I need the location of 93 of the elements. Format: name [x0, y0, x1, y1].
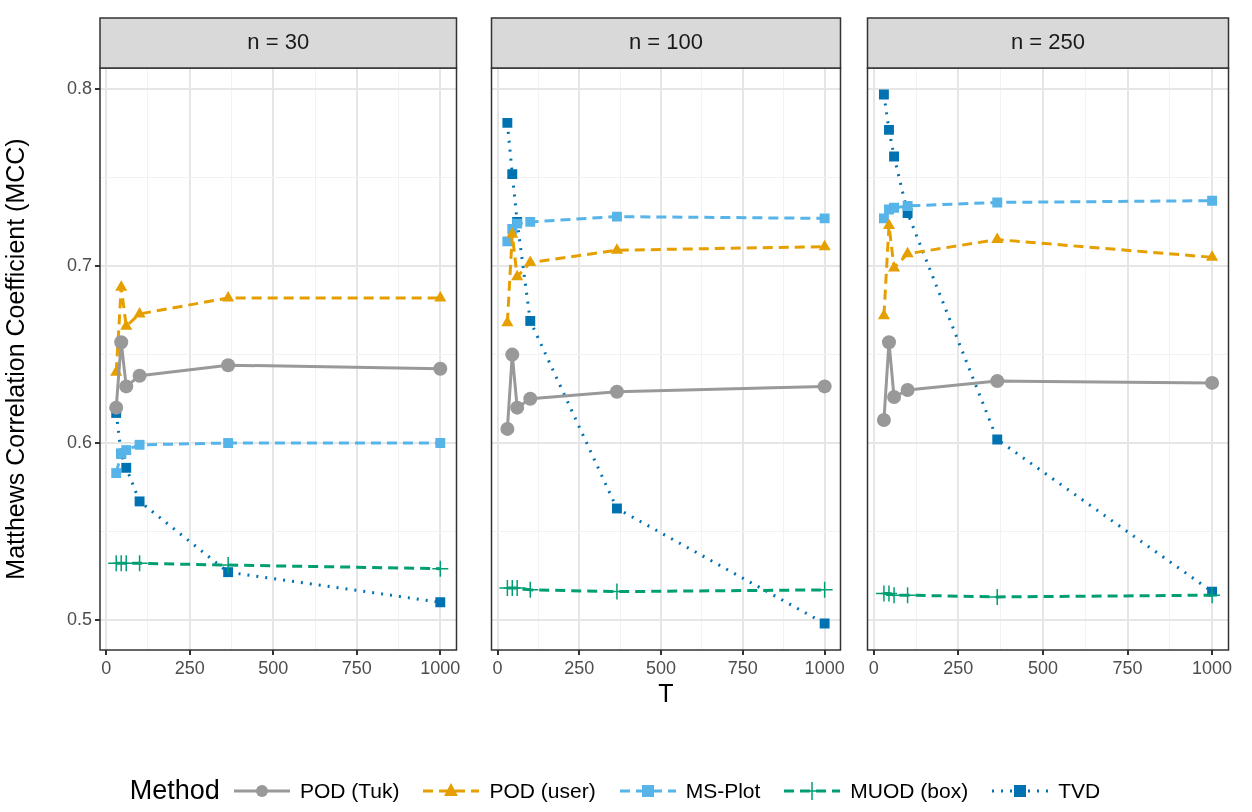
point [819, 618, 830, 629]
y-tick-label: 0.5 [66, 608, 92, 629]
point [109, 400, 124, 415]
point [610, 243, 623, 254]
y-axis-title: Matthews Correlation Coefficient (MCC) [0, 138, 29, 580]
point [611, 503, 622, 514]
y-tick-label: 0.8 [66, 78, 92, 99]
point [881, 335, 896, 350]
point [111, 468, 122, 479]
x-tick-label: 0 [101, 657, 112, 678]
point [609, 384, 624, 399]
point [115, 280, 128, 291]
x-tick-label: 250 [564, 657, 595, 678]
point [818, 239, 831, 251]
x-tick-label: 250 [174, 657, 205, 678]
point [434, 290, 447, 302]
point [898, 586, 917, 604]
point [1206, 250, 1219, 261]
point [992, 197, 1003, 208]
legend-label: TVD [1058, 778, 1101, 803]
x-tick-label: 250 [943, 657, 974, 678]
point [223, 438, 234, 448]
point [505, 347, 520, 362]
y-tick-label: 0.6 [66, 432, 92, 452]
point [878, 89, 889, 100]
point [511, 269, 524, 281]
x-tick-label: 1000 [804, 657, 845, 678]
point [501, 315, 514, 327]
y-tick-label: 0.7 [66, 255, 92, 276]
x-tick-label: 750 [1112, 657, 1143, 678]
point [525, 316, 536, 326]
point [130, 554, 149, 573]
x-tick-label: 750 [341, 657, 372, 678]
point [992, 434, 1003, 445]
x-tick-label: 0 [868, 657, 879, 678]
x-tick-label: 1000 [1192, 657, 1233, 678]
legend-label: POD (Tuk) [299, 778, 400, 803]
point [119, 379, 134, 394]
point [435, 438, 446, 448]
point [1205, 375, 1220, 390]
point [990, 374, 1005, 389]
point [507, 169, 518, 180]
point [221, 358, 236, 373]
point [887, 390, 902, 405]
point [521, 581, 540, 599]
x-axis-title: T [658, 678, 674, 707]
point [901, 246, 914, 258]
point [524, 255, 537, 267]
point [506, 227, 519, 238]
chart-title: n = 30 [247, 29, 310, 55]
point [876, 413, 891, 428]
x-tick-label: 1000 [420, 657, 461, 678]
point [121, 445, 132, 456]
point [817, 379, 832, 394]
point [902, 201, 913, 211]
point [121, 462, 132, 473]
point [1207, 195, 1218, 206]
legend-label: MUOD (box) [850, 778, 969, 803]
legend-label: MS-Plot [685, 778, 761, 803]
point [882, 218, 896, 229]
point [433, 361, 448, 376]
point [500, 421, 515, 436]
point [988, 588, 1006, 606]
point [880, 584, 898, 603]
point [510, 400, 525, 415]
point [431, 559, 450, 578]
legend-label: POD (user) [489, 778, 596, 803]
point [523, 391, 538, 406]
point [991, 232, 1004, 244]
chart-title: n = 250 [1010, 29, 1086, 55]
point [134, 439, 145, 450]
point [888, 260, 901, 272]
point [819, 213, 830, 224]
legend-title: Method [129, 775, 220, 806]
x-tick-label: 500 [1027, 657, 1058, 678]
x-tick-label: 500 [646, 657, 677, 678]
point [133, 306, 146, 318]
x-tick-label: 750 [727, 657, 758, 678]
point [134, 496, 145, 507]
x-tick-label: 0 [492, 657, 503, 678]
point [525, 216, 536, 227]
point [900, 382, 915, 397]
x-tick-label: 500 [258, 657, 289, 678]
point [435, 597, 446, 608]
point [889, 202, 900, 213]
point [502, 117, 513, 128]
point [132, 368, 147, 383]
point [120, 319, 133, 330]
point [114, 335, 129, 350]
chart-title: n = 100 [628, 29, 704, 55]
point [884, 124, 894, 135]
point [889, 151, 900, 162]
point [611, 211, 622, 222]
